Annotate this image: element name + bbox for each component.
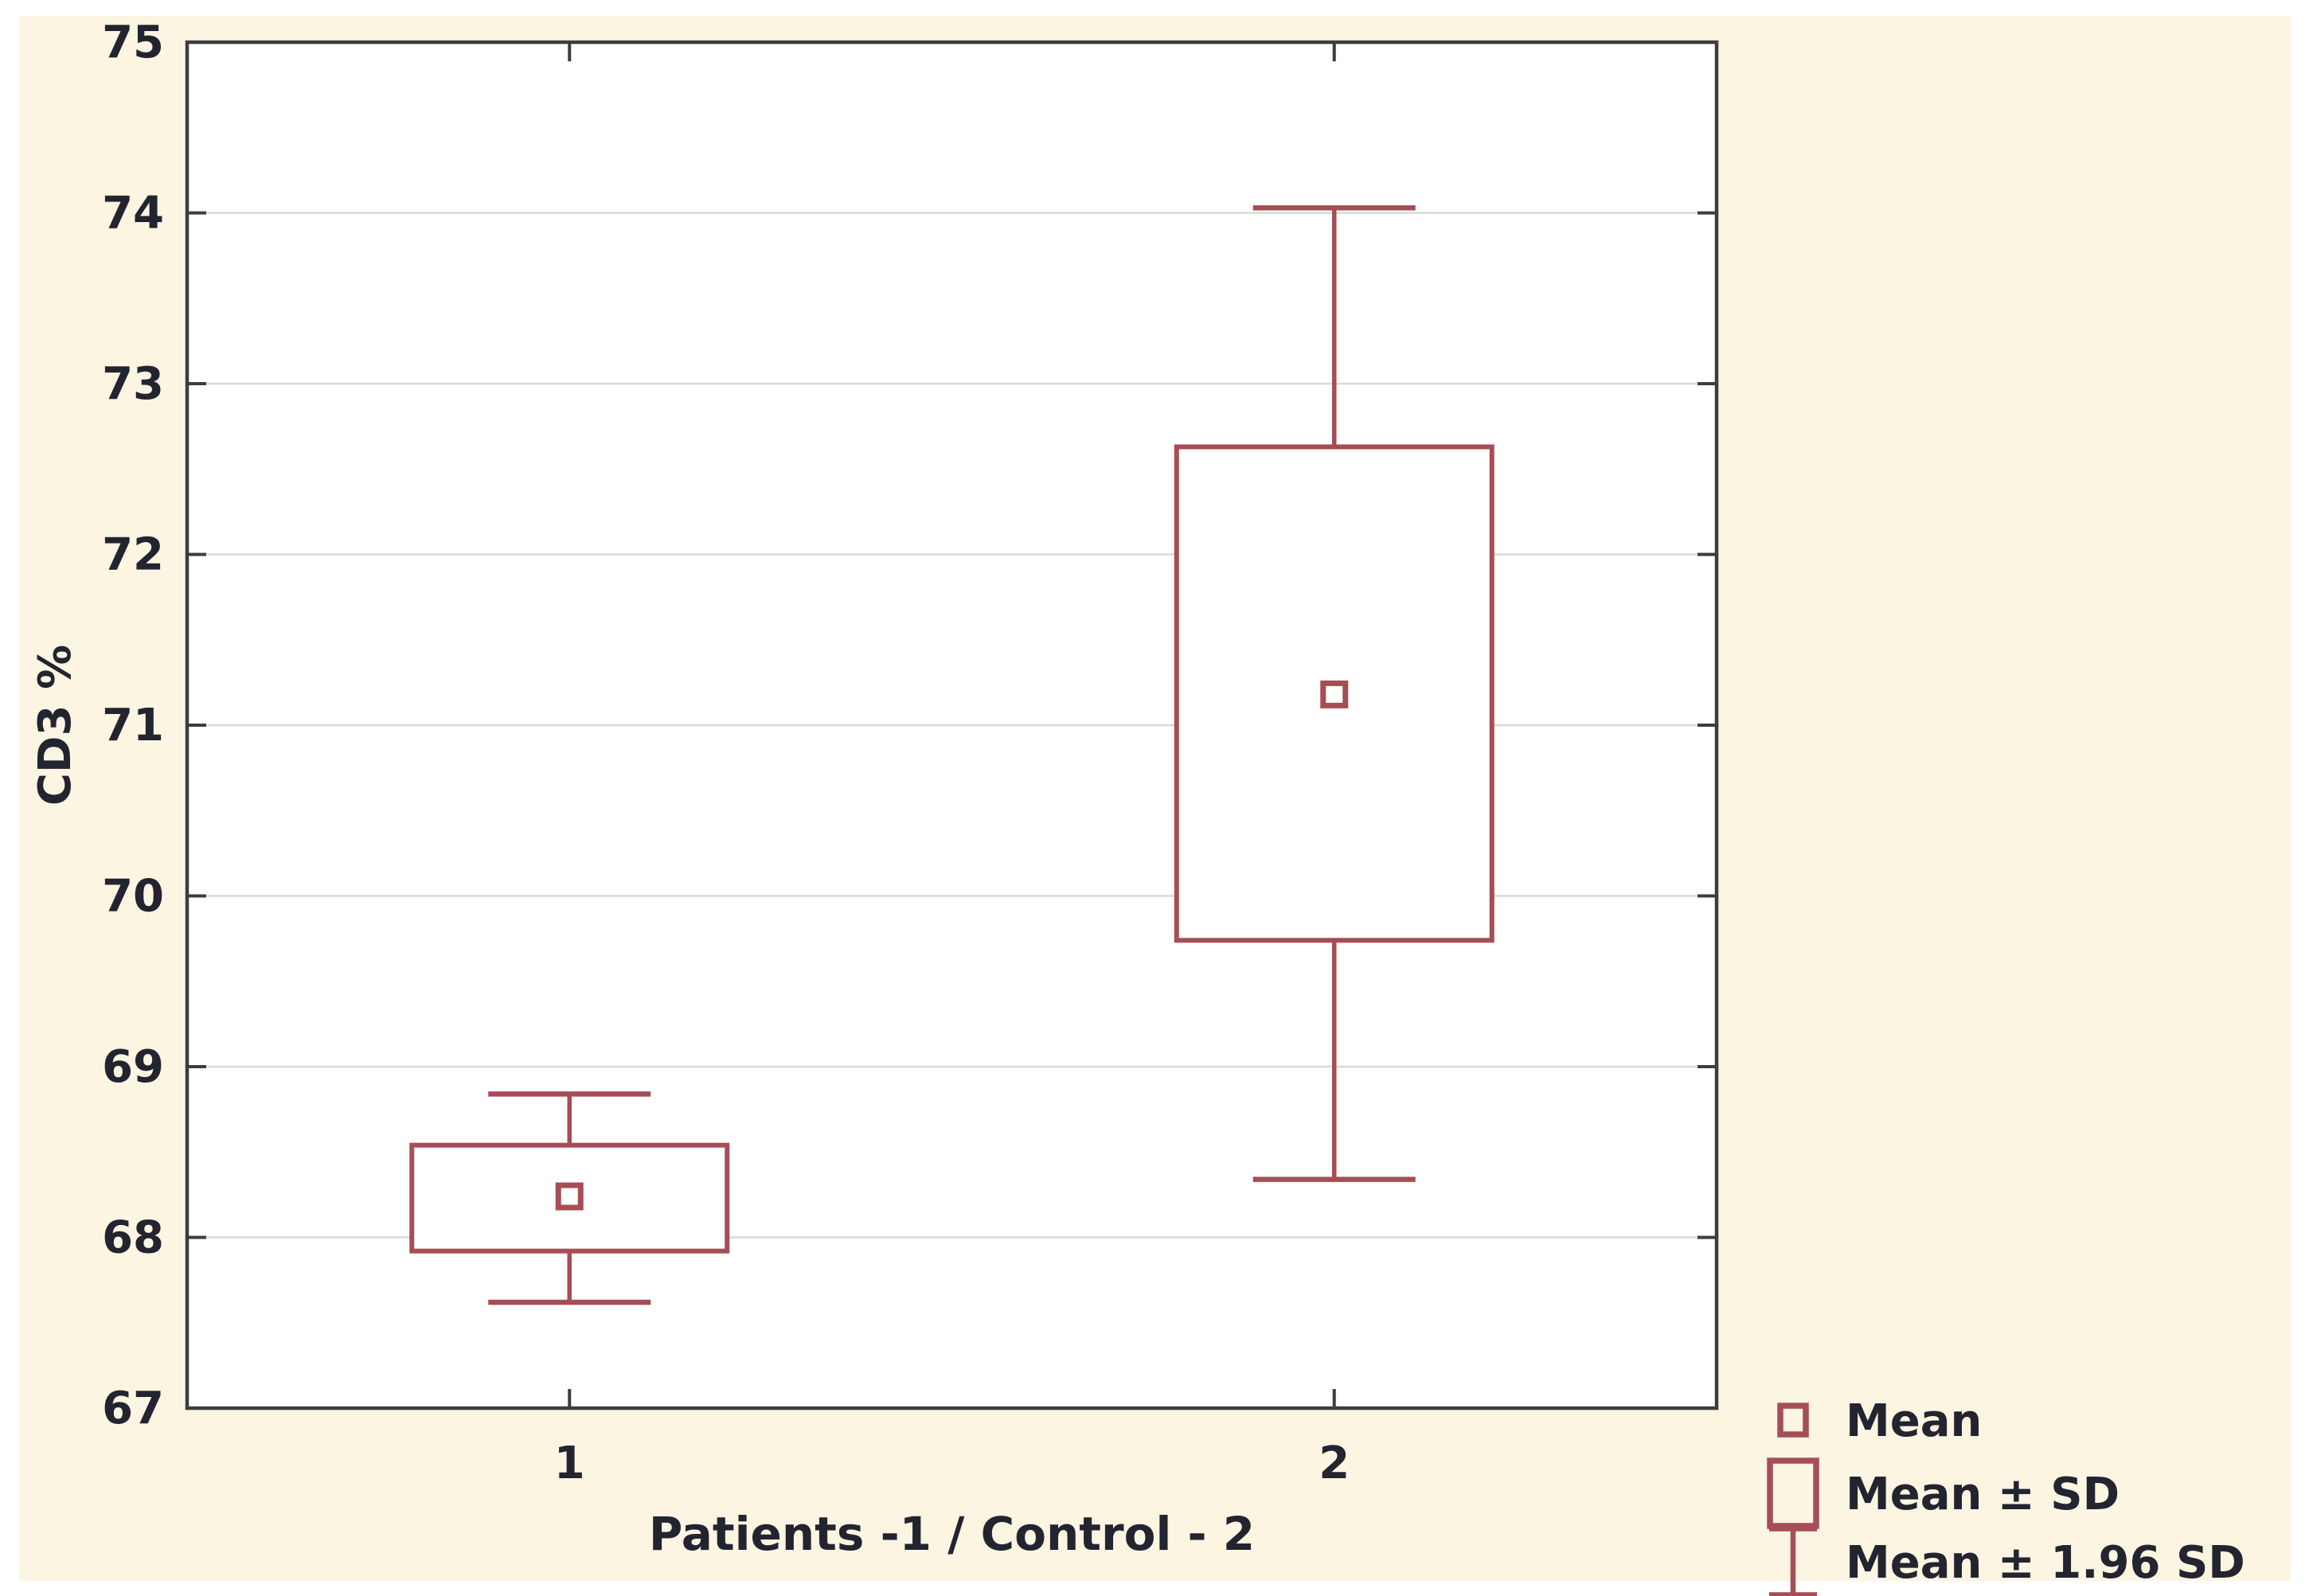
box-group-2: [1174, 205, 1494, 1182]
legend-label: Mean ± 1.96 SD: [1846, 1537, 2245, 1589]
legend: Mean Mean ± SD Mean ± 1.96 SD: [1767, 1395, 2245, 1596]
legend-label: Mean ± SD: [1846, 1469, 2120, 1520]
y-tick-label: 68: [102, 1212, 164, 1264]
y-tick-label: 74: [102, 188, 164, 240]
legend-whisker-icon: [1769, 1525, 1817, 1596]
legend-label: Mean: [1846, 1395, 1982, 1447]
x-tick-label: 2: [1319, 1438, 1350, 1489]
y-tick-label: 72: [102, 529, 164, 581]
y-axis-title: CD3 %: [29, 645, 81, 806]
mean-marker: [1320, 680, 1349, 708]
y-tick-label: 69: [102, 1041, 164, 1093]
legend-mean-marker-icon: [1777, 1403, 1809, 1438]
plot-frame: [185, 40, 1719, 1411]
box-group-1: [409, 1091, 730, 1305]
y-tick-label: 70: [102, 871, 164, 923]
x-axis-title: Patients -1 / Control - 2: [649, 1507, 1255, 1561]
y-tick-label: 73: [102, 358, 164, 410]
y-tick-label: 71: [102, 700, 164, 751]
x-tick-label: 1: [554, 1438, 585, 1489]
y-tick-label: 67: [102, 1383, 164, 1434]
y-tick-label: 75: [102, 17, 164, 68]
mean-marker: [555, 1182, 584, 1211]
